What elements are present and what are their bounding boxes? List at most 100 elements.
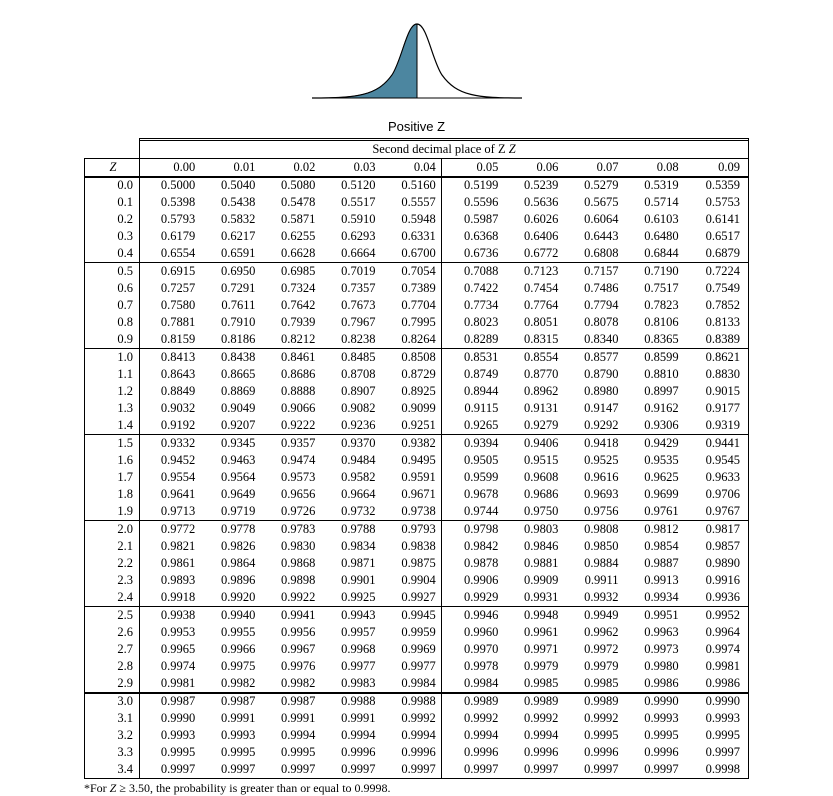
prob-cell: 0.9943 bbox=[320, 607, 380, 625]
prob-cell: 0.9953 bbox=[140, 624, 201, 641]
col-header: 0.09 bbox=[684, 159, 749, 177]
prob-cell: 0.9406 bbox=[503, 435, 563, 453]
z-value: 0.5 bbox=[85, 263, 140, 281]
prob-cell: 0.9788 bbox=[320, 521, 380, 539]
prob-cell: 0.5239 bbox=[503, 177, 563, 195]
prob-cell: 0.9992 bbox=[380, 710, 441, 727]
prob-cell: 0.9974 bbox=[684, 641, 749, 658]
prob-cell: 0.8830 bbox=[684, 366, 749, 383]
prob-cell: 0.5948 bbox=[380, 211, 441, 228]
super-header-text: Second decimal place of Z bbox=[372, 142, 505, 156]
prob-cell: 0.9896 bbox=[200, 572, 260, 589]
prob-cell: 0.8438 bbox=[200, 349, 260, 367]
col-header: 0.04 bbox=[380, 159, 441, 177]
prob-cell: 0.7673 bbox=[320, 297, 380, 314]
table-row: 1.30.90320.90490.90660.90820.90990.91150… bbox=[85, 400, 749, 417]
table-row: 2.80.99740.99750.99760.99770.99770.99780… bbox=[85, 658, 749, 675]
table-row: 1.00.84130.84380.84610.84850.85080.85310… bbox=[85, 349, 749, 367]
z-value: 3.3 bbox=[85, 744, 140, 761]
prob-cell: 0.9515 bbox=[503, 452, 563, 469]
prob-cell: 0.9192 bbox=[140, 417, 201, 435]
prob-cell: 0.9968 bbox=[320, 641, 380, 658]
z-value: 0.1 bbox=[85, 194, 140, 211]
prob-cell: 0.9898 bbox=[260, 572, 320, 589]
prob-cell: 0.8212 bbox=[260, 331, 320, 349]
prob-cell: 0.8729 bbox=[380, 366, 441, 383]
prob-cell: 0.9864 bbox=[200, 555, 260, 572]
prob-cell: 0.6517 bbox=[684, 228, 749, 245]
prob-cell: 0.9857 bbox=[684, 538, 749, 555]
prob-cell: 0.9979 bbox=[503, 658, 563, 675]
prob-cell: 0.9495 bbox=[380, 452, 441, 469]
prob-cell: 0.9904 bbox=[380, 572, 441, 589]
prob-cell: 0.9971 bbox=[503, 641, 563, 658]
table-row: 2.70.99650.99660.99670.99680.99690.99700… bbox=[85, 641, 749, 658]
prob-cell: 0.9984 bbox=[380, 675, 441, 693]
prob-cell: 0.9987 bbox=[260, 693, 320, 711]
prob-cell: 0.9994 bbox=[441, 727, 503, 744]
prob-cell: 0.9990 bbox=[140, 710, 201, 727]
prob-cell: 0.9292 bbox=[563, 417, 623, 435]
z-value: 1.5 bbox=[85, 435, 140, 453]
prob-cell: 0.9732 bbox=[320, 503, 380, 521]
prob-cell: 0.8944 bbox=[441, 383, 503, 400]
prob-cell: 0.8888 bbox=[260, 383, 320, 400]
table-row: 0.70.75800.76110.76420.76730.77040.77340… bbox=[85, 297, 749, 314]
table-row: 0.20.57930.58320.58710.59100.59480.59870… bbox=[85, 211, 749, 228]
prob-cell: 0.9987 bbox=[200, 693, 260, 711]
prob-cell: 0.5714 bbox=[624, 194, 684, 211]
prob-cell: 0.9535 bbox=[624, 452, 684, 469]
prob-cell: 0.9319 bbox=[684, 417, 749, 435]
prob-cell: 0.9656 bbox=[260, 486, 320, 503]
prob-cell: 0.9664 bbox=[320, 486, 380, 503]
table-row: 3.30.99950.99950.99950.99960.99960.99960… bbox=[85, 744, 749, 761]
table-row: 2.50.99380.99400.99410.99430.99450.99460… bbox=[85, 607, 749, 625]
prob-cell: 0.8078 bbox=[563, 314, 623, 331]
prob-cell: 0.9966 bbox=[200, 641, 260, 658]
prob-cell: 0.8485 bbox=[320, 349, 380, 367]
table-row: 3.10.99900.99910.99910.99910.99920.99920… bbox=[85, 710, 749, 727]
prob-cell: 0.9997 bbox=[441, 761, 503, 779]
prob-cell: 0.9370 bbox=[320, 435, 380, 453]
prob-cell: 0.6179 bbox=[140, 228, 201, 245]
prob-cell: 0.9484 bbox=[320, 452, 380, 469]
prob-cell: 0.9998 bbox=[684, 761, 749, 779]
prob-cell: 0.9997 bbox=[140, 761, 201, 779]
table-row: 0.40.65540.65910.66280.66640.67000.67360… bbox=[85, 245, 749, 263]
prob-cell: 0.9726 bbox=[260, 503, 320, 521]
prob-cell: 0.6443 bbox=[563, 228, 623, 245]
prob-cell: 0.9984 bbox=[441, 675, 503, 693]
prob-cell: 0.8159 bbox=[140, 331, 201, 349]
prob-cell: 0.9959 bbox=[380, 624, 441, 641]
prob-cell: 0.7611 bbox=[200, 297, 260, 314]
table-row: 1.90.97130.97190.97260.97320.97380.97440… bbox=[85, 503, 749, 521]
prob-cell: 0.6664 bbox=[320, 245, 380, 263]
prob-cell: 0.9965 bbox=[140, 641, 201, 658]
prob-cell: 0.9678 bbox=[441, 486, 503, 503]
prob-cell: 0.9306 bbox=[624, 417, 684, 435]
prob-cell: 0.9996 bbox=[320, 744, 380, 761]
prob-cell: 0.7324 bbox=[260, 280, 320, 297]
prob-cell: 0.7357 bbox=[320, 280, 380, 297]
prob-cell: 0.9767 bbox=[684, 503, 749, 521]
prob-cell: 0.8289 bbox=[441, 331, 503, 349]
prob-cell: 0.6480 bbox=[624, 228, 684, 245]
z-value: 1.0 bbox=[85, 349, 140, 367]
prob-cell: 0.6985 bbox=[260, 263, 320, 281]
prob-cell: 0.9573 bbox=[260, 469, 320, 486]
prob-cell: 0.6103 bbox=[624, 211, 684, 228]
prob-cell: 0.8577 bbox=[563, 349, 623, 367]
prob-cell: 0.9649 bbox=[200, 486, 260, 503]
prob-cell: 0.7823 bbox=[624, 297, 684, 314]
table-row: 1.50.93320.93450.93570.93700.93820.93940… bbox=[85, 435, 749, 453]
prob-cell: 0.9988 bbox=[320, 693, 380, 711]
prob-cell: 0.6700 bbox=[380, 245, 441, 263]
prob-cell: 0.9875 bbox=[380, 555, 441, 572]
prob-cell: 0.9963 bbox=[624, 624, 684, 641]
prob-cell: 0.9977 bbox=[380, 658, 441, 675]
prob-cell: 0.9960 bbox=[441, 624, 503, 641]
prob-cell: 0.6808 bbox=[563, 245, 623, 263]
prob-cell: 0.9382 bbox=[380, 435, 441, 453]
prob-cell: 0.8264 bbox=[380, 331, 441, 349]
prob-cell: 0.9706 bbox=[684, 486, 749, 503]
